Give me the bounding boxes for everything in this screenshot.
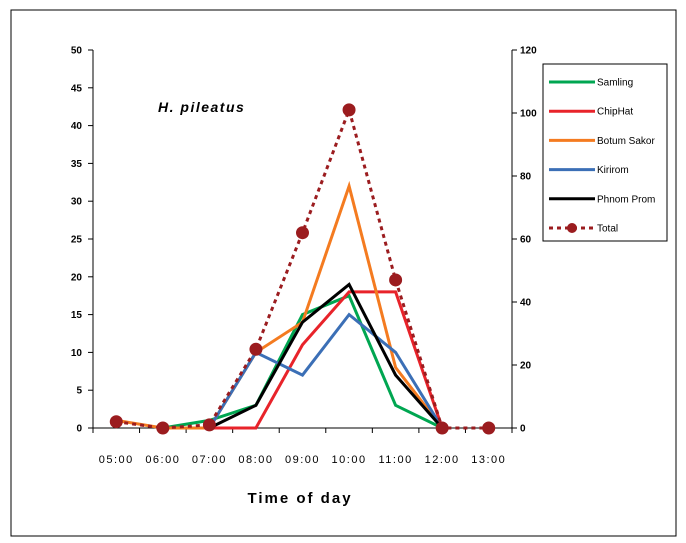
x-tick-label: 07:00 [192,454,227,466]
y-tick-label-right: 60 [520,235,532,246]
x-tick-label: 13:00 [471,454,506,466]
legend-label-chiphat: ChipHat [597,107,633,118]
y-tick-label-right: 20 [520,361,532,372]
data-point-total [296,226,309,240]
legend-item-total: Total [549,223,618,235]
y-tick-label-left: 0 [76,424,82,435]
y-tick-label-left: 30 [71,197,83,208]
data-point-total [342,103,356,117]
legend-item-phnom-prom: Phnom Prom [549,194,655,205]
x-tick-label: 08:00 [238,454,273,466]
series-line-chiphat [209,290,444,430]
y-tick-label-right: 80 [520,172,532,183]
x-tick-label: 12:00 [425,454,460,466]
legend-marker-total [567,223,577,233]
x-tick-label: 09:00 [285,454,320,466]
legend-item-samling: Samling [549,78,633,89]
series-line-phnom-prom [208,282,444,430]
legend-label-kirirom: Kirirom [597,165,629,176]
x-tick-label: 11:00 [379,454,413,466]
data-point-total [156,421,170,435]
data-point-total [435,421,449,435]
legend-label-phnom-prom: Phnom Prom [597,194,655,205]
legend-label-botum-sakor: Botum Sakor [597,136,655,147]
y-tick-label-left: 20 [71,272,83,283]
x-tick-label: 06:00 [145,454,180,466]
legend-item-botum-sakor: Botum Sakor [549,136,655,147]
series-phnom-prom [208,282,444,430]
y-tick-label-right: 120 [520,46,537,57]
data-point-total [109,415,123,429]
legend-box [542,63,668,242]
legend-item-kirirom: Kirirom [549,165,629,176]
y-tick-label-left: 40 [71,121,83,132]
series-line-kirirom [208,312,444,429]
y-tick-label-right: 0 [520,424,526,435]
legend-label-total: Total [597,224,618,235]
y-tick-label-right: 100 [520,109,537,120]
y-tick-label-left: 10 [71,348,83,359]
data-point-total [202,418,216,432]
legend-label-samling: Samling [597,78,633,89]
series-total [109,103,496,435]
x-axis-title: Time of day [247,490,352,507]
x-tick-label: 10:00 [332,454,367,466]
series-botum-sakor [116,180,444,430]
y-tick-label-left: 15 [71,310,83,321]
y-tick-label-left: 35 [71,159,83,170]
y-tick-label-left: 50 [71,46,83,57]
chart-title: H. pileatus [158,99,245,115]
data-point-total [389,273,403,287]
y-tick-label-left: 5 [76,386,82,397]
y-tick-label-right: 40 [520,298,532,309]
y-tick-label-left: 25 [71,235,83,246]
x-tick-label: 05:00 [99,454,134,466]
series-line-botum-sakor [116,180,444,430]
legend-item-chiphat: ChipHat [549,107,633,118]
series-chiphat [209,290,444,430]
series-kirirom [208,312,444,429]
data-point-total [482,421,496,435]
y-tick-label-left: 45 [71,83,83,94]
data-point-total [249,342,263,356]
